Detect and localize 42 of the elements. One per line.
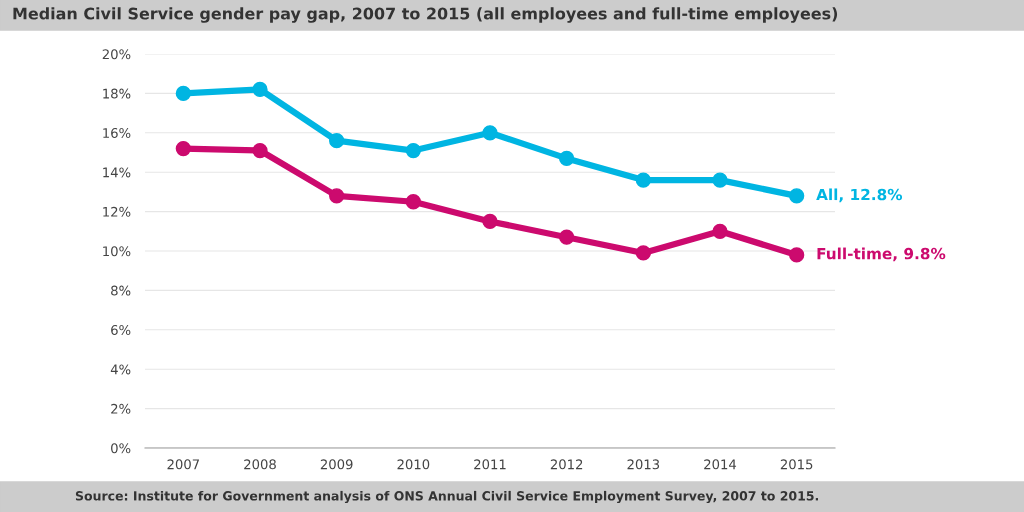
series-label: All, 12.8% [816,188,903,203]
x-tick-label: 2012 [550,459,583,470]
x-tick-label: 2007 [167,459,199,470]
point [559,150,575,167]
point [482,213,498,230]
point [789,247,805,263]
series-label: Full-time, 9.8% [817,247,946,262]
point [405,142,421,159]
x-tick-label: 2013 [627,459,660,470]
point [789,188,805,204]
point [329,188,345,204]
y-tick-label: 18% [103,88,131,99]
x-tick-label: 2009 [320,459,353,470]
y-tick-label: 0% [111,443,131,454]
point [712,223,728,239]
point [175,85,191,102]
x-tick-label: 2015 [780,459,813,470]
y-tick-label: 8% [111,285,131,296]
y-tick-label: 4% [110,364,131,375]
point [635,172,651,188]
point [482,125,498,141]
point [635,245,651,261]
y-tick-label: 2% [111,403,131,414]
point [559,229,575,245]
x-tick-label: 2011 [474,459,506,470]
x-tick-label: 2014 [704,459,737,470]
point [329,133,345,149]
point [712,172,728,188]
y-tick-label: 6% [111,325,131,335]
source-note: Source: Institute for Government analysis of ONS Annual Civil Service Employment Survey, 2007 to 2015. [75,490,819,504]
x-tick-label: 2008 [244,459,276,470]
point [252,81,268,98]
point [252,142,268,159]
chart-title: Median Civil Service gender pay gap, 2007 to 2015 (all employees and full-time employees) [13,7,838,23]
point [405,194,421,210]
y-tick-label: 16% [103,128,131,138]
y-tick-label: 20% [102,49,131,60]
y-tick-label: 12% [103,206,131,217]
point [175,140,191,157]
x-tick-label: 2010 [397,459,430,470]
y-tick-label: 14% [103,167,131,178]
y-tick-label: 10% [103,246,131,257]
